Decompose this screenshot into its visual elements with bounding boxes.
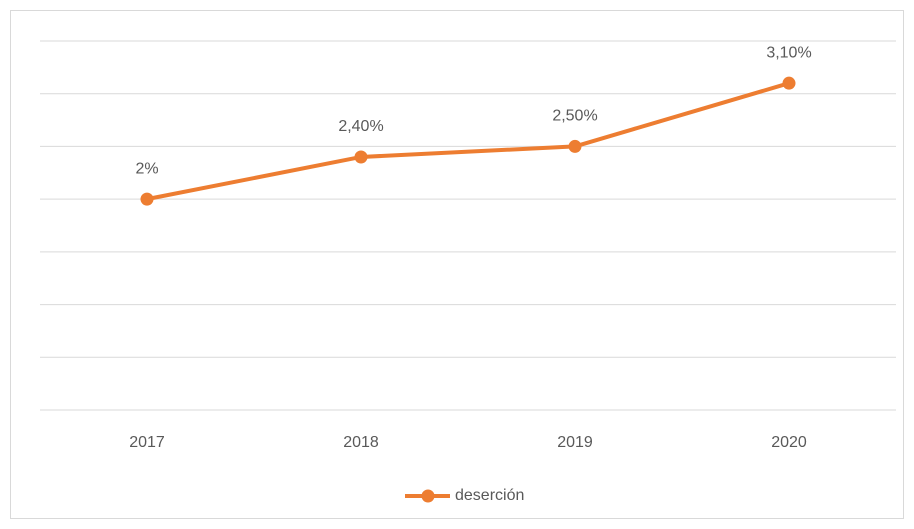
data-label: 2,50% <box>552 108 597 125</box>
legend-label: deserción <box>455 487 524 504</box>
data-point <box>568 139 582 153</box>
series-line <box>146 81 790 202</box>
data-point <box>782 76 796 90</box>
data-label: 2,40% <box>338 118 383 135</box>
x-tick-label: 2018 <box>343 434 379 451</box>
data-label: 3,10% <box>766 44 811 61</box>
x-tick-label: 2019 <box>557 434 593 451</box>
x-tick-label: 2017 <box>129 434 165 451</box>
legend-marker <box>421 489 435 503</box>
data-point <box>354 150 368 164</box>
data-point <box>140 192 154 206</box>
x-tick-label: 2020 <box>771 434 807 451</box>
data-label: 2% <box>135 160 158 177</box>
